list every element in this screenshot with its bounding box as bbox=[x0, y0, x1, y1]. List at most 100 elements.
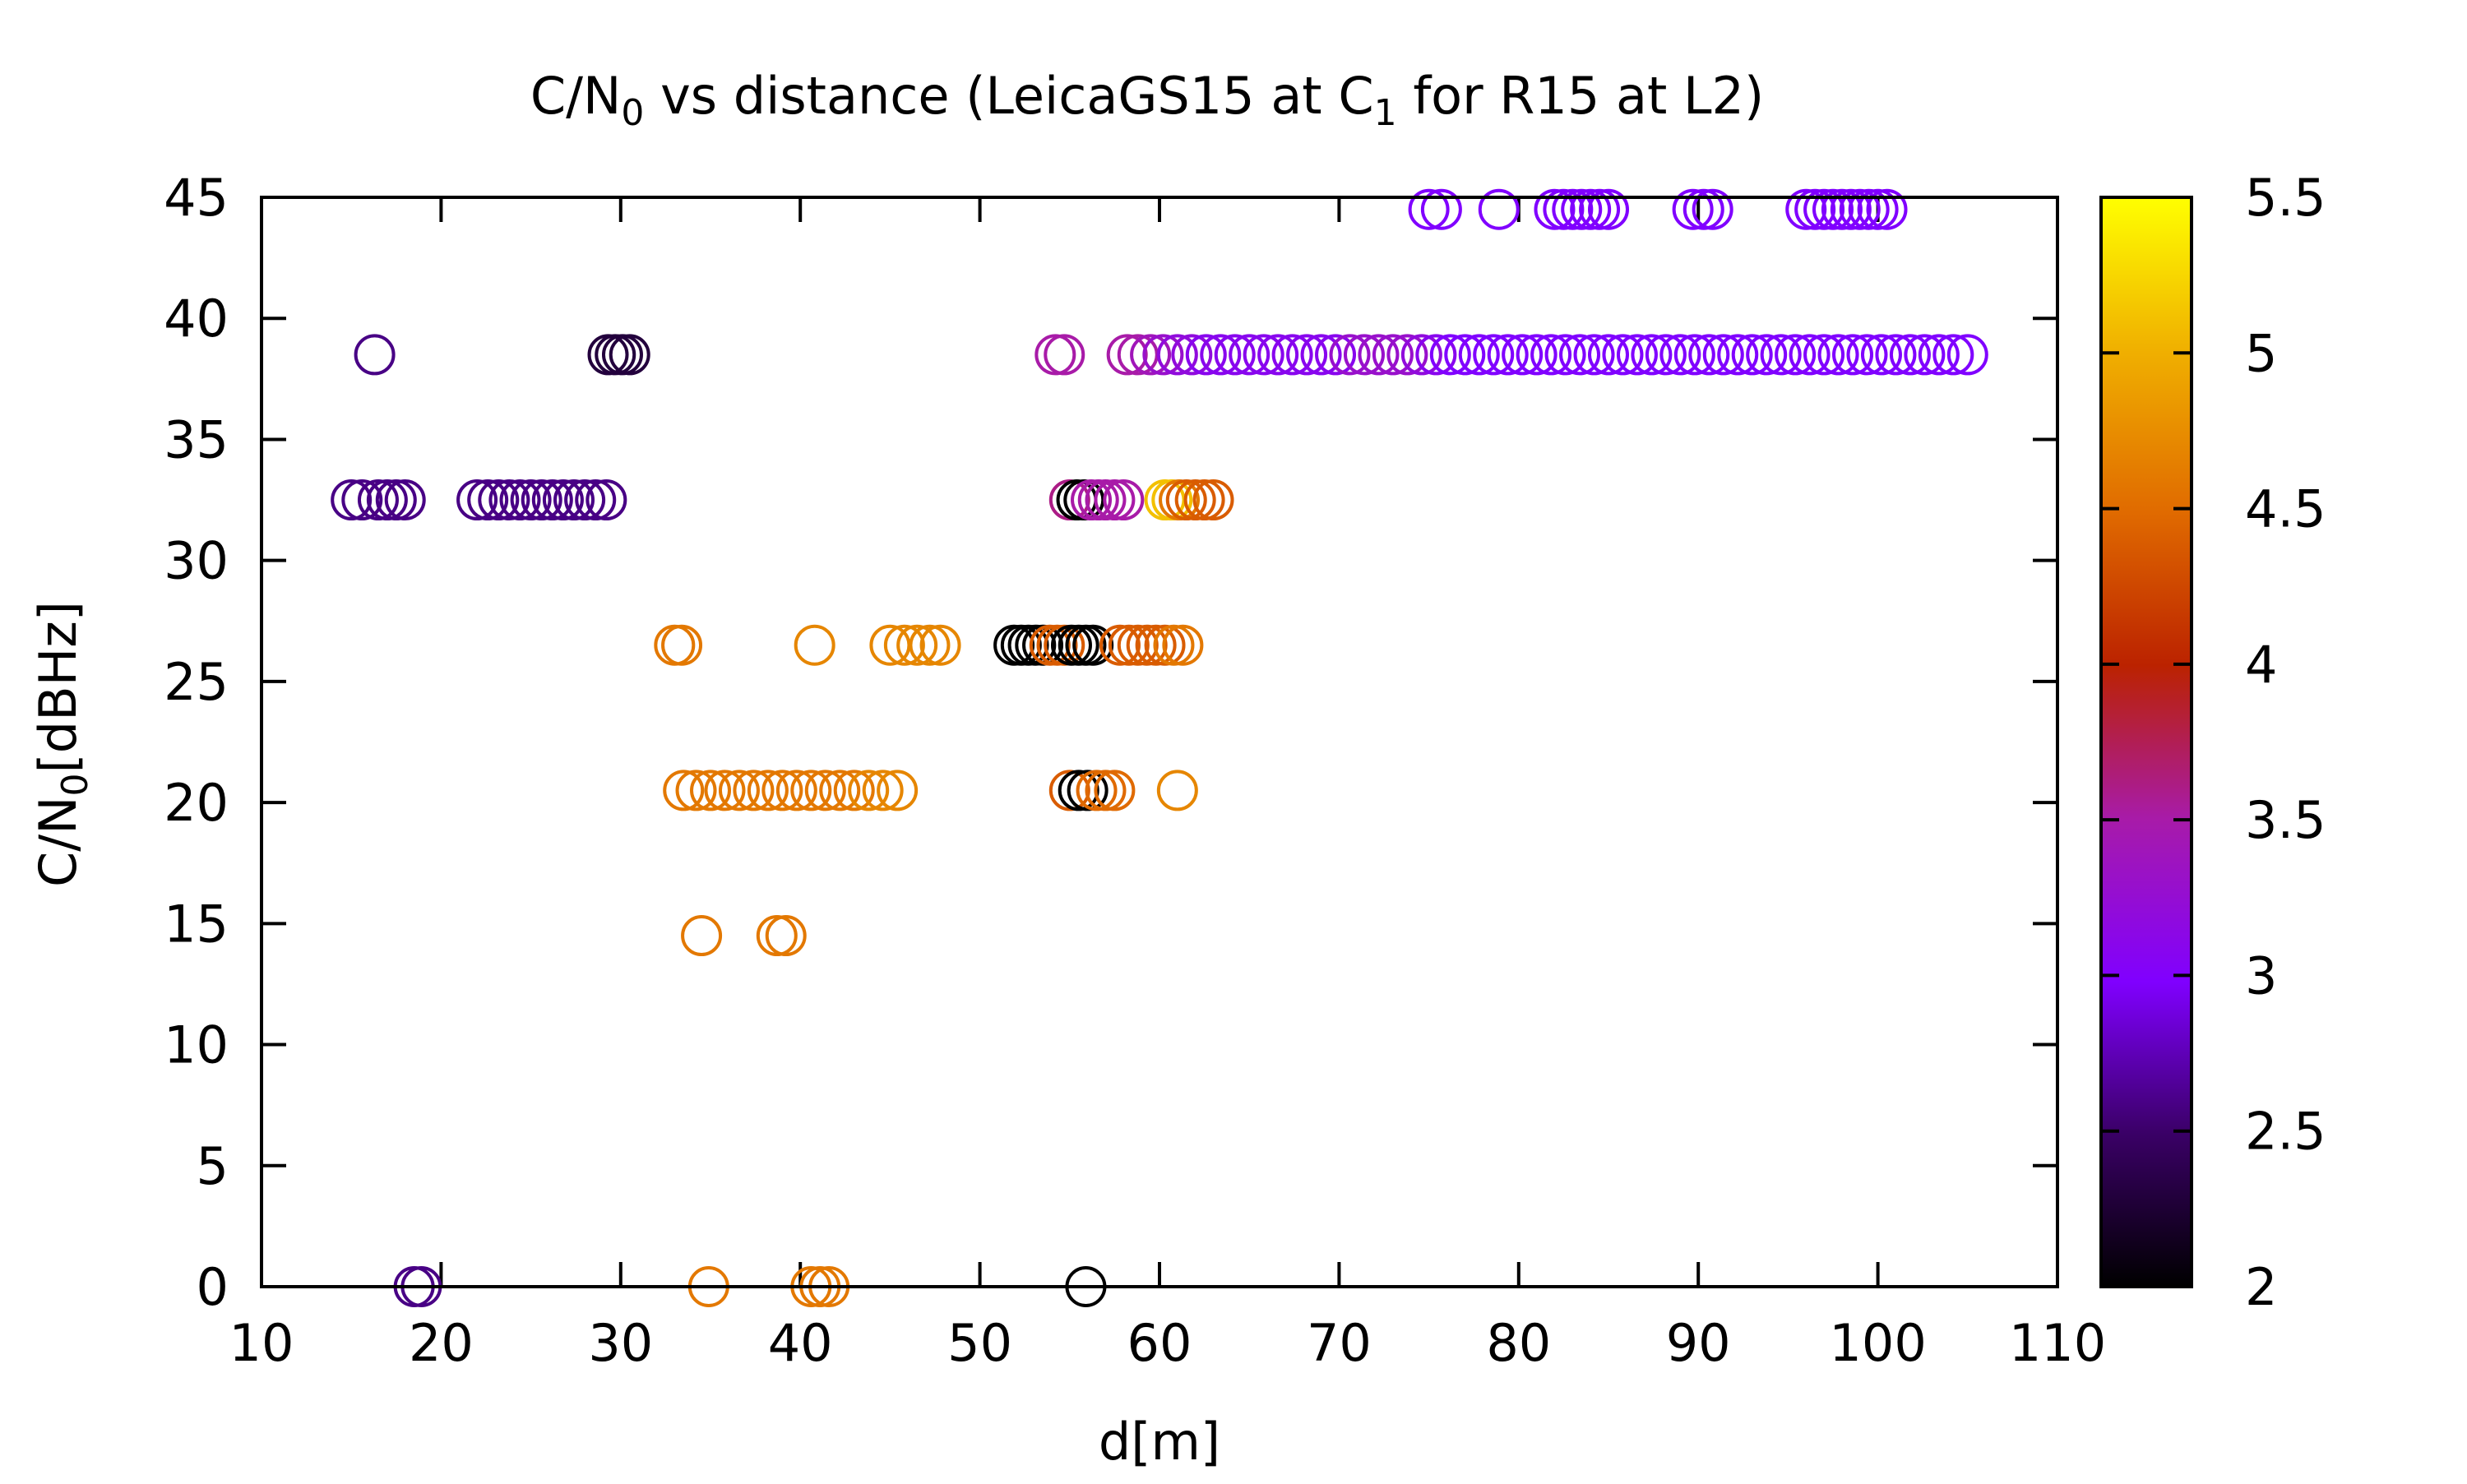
y-tick-label: 30 bbox=[164, 531, 229, 591]
y-tick-label: 25 bbox=[164, 652, 229, 712]
data-point bbox=[1085, 479, 1127, 521]
data-point bbox=[1785, 188, 1827, 230]
colorbar-tick-label: 4.5 bbox=[2245, 479, 2326, 539]
data-point bbox=[1659, 334, 1701, 376]
data-point bbox=[331, 479, 373, 521]
x-tick-label: 80 bbox=[1486, 1313, 1551, 1373]
data-point bbox=[1702, 334, 1744, 376]
data-point bbox=[564, 479, 606, 521]
data-point bbox=[1048, 770, 1090, 811]
x-axis: 10 20 30 40 50 60 70 80 90 100 110 bbox=[229, 197, 2106, 1373]
data-point bbox=[1117, 334, 1159, 376]
data-point bbox=[1200, 334, 1242, 376]
data-point bbox=[1616, 334, 1658, 376]
data-point bbox=[761, 770, 803, 811]
data-point bbox=[531, 479, 573, 521]
data-point bbox=[1534, 188, 1576, 230]
data-point bbox=[704, 770, 746, 811]
data-point bbox=[542, 479, 584, 521]
data-point bbox=[1034, 334, 1076, 376]
data-point bbox=[1156, 334, 1198, 376]
chart-title: C/N0 vs distance (LeicaGS15 at C1 for R1… bbox=[530, 66, 1764, 134]
data-point bbox=[1731, 334, 1773, 376]
data-point bbox=[1588, 334, 1629, 376]
data-point bbox=[456, 479, 498, 521]
data-point bbox=[1315, 334, 1357, 376]
data-point bbox=[467, 479, 509, 521]
data-point bbox=[575, 479, 617, 521]
data-point bbox=[1130, 334, 1172, 376]
data-point bbox=[488, 479, 530, 521]
data-point bbox=[675, 770, 717, 811]
data-point bbox=[1932, 334, 1974, 376]
data-point bbox=[1516, 334, 1557, 376]
data-point bbox=[1561, 188, 1603, 230]
colorbar-tick-label: 2.5 bbox=[2245, 1102, 2326, 1162]
data-point bbox=[1126, 624, 1168, 666]
data-point bbox=[1552, 188, 1594, 230]
y-axis-label: C/N0[dBHz] bbox=[28, 601, 96, 887]
data-point bbox=[1243, 334, 1284, 376]
data-point bbox=[1420, 188, 1462, 230]
data-point bbox=[1099, 624, 1141, 666]
data-point bbox=[1918, 334, 1960, 376]
data-point bbox=[869, 624, 911, 666]
data-point bbox=[1794, 188, 1836, 230]
y-tick-label: 40 bbox=[164, 289, 229, 349]
data-point bbox=[1286, 334, 1328, 376]
data-point bbox=[1478, 188, 1520, 230]
data-point bbox=[1875, 334, 1917, 376]
data-point bbox=[1645, 334, 1687, 376]
data-point bbox=[1372, 334, 1414, 376]
data-point bbox=[1559, 334, 1601, 376]
colorbar-tick-label: 4 bbox=[2245, 635, 2277, 695]
data-point bbox=[1257, 334, 1299, 376]
data-point bbox=[1570, 188, 1612, 230]
x-tick-label: 110 bbox=[2009, 1313, 2106, 1373]
data-point bbox=[1487, 334, 1529, 376]
data-point bbox=[1746, 334, 1788, 376]
data-point bbox=[1458, 334, 1500, 376]
data-point bbox=[1473, 334, 1515, 376]
data-point bbox=[357, 479, 399, 521]
y-axis: 0 5 10 15 20 25 30 35 40 45 bbox=[164, 168, 2057, 1317]
plot-area-frame bbox=[260, 196, 2059, 1288]
data-point bbox=[1343, 334, 1385, 376]
data-point bbox=[1812, 188, 1854, 230]
data-point bbox=[1144, 624, 1186, 666]
data-point bbox=[1386, 334, 1428, 376]
data-point bbox=[1072, 624, 1114, 666]
data-point bbox=[1358, 334, 1400, 376]
data-point bbox=[1946, 334, 1988, 376]
data-point bbox=[775, 770, 817, 811]
colorbar-tick-label: 3.5 bbox=[2245, 790, 2326, 850]
data-point bbox=[1044, 334, 1085, 376]
y-tick-label: 5 bbox=[197, 1136, 229, 1196]
data-point bbox=[1192, 479, 1234, 521]
y-tick-label: 45 bbox=[164, 168, 229, 228]
data-point bbox=[1444, 334, 1486, 376]
data-point bbox=[384, 479, 426, 521]
data-point bbox=[1803, 334, 1845, 376]
data-point bbox=[366, 479, 408, 521]
data-point bbox=[1579, 188, 1621, 230]
colorbar-tick-label: 3 bbox=[2245, 945, 2277, 1006]
data-point bbox=[819, 770, 861, 811]
data-point bbox=[609, 334, 650, 376]
data-point bbox=[1153, 624, 1195, 666]
data-point bbox=[681, 915, 723, 957]
data-point bbox=[1117, 624, 1159, 666]
data-point bbox=[1058, 770, 1099, 811]
colorbar-tick-label: 5 bbox=[2245, 323, 2277, 383]
data-point bbox=[1185, 334, 1227, 376]
data-point bbox=[1156, 770, 1198, 811]
data-point bbox=[1866, 188, 1908, 230]
x-tick-label: 60 bbox=[1127, 1313, 1192, 1373]
data-point bbox=[341, 479, 383, 521]
x-tick-label: 40 bbox=[768, 1313, 833, 1373]
data-point bbox=[1848, 188, 1890, 230]
data-point bbox=[718, 770, 760, 811]
x-axis-label: d[m] bbox=[1099, 1412, 1220, 1472]
data-point bbox=[919, 624, 961, 666]
